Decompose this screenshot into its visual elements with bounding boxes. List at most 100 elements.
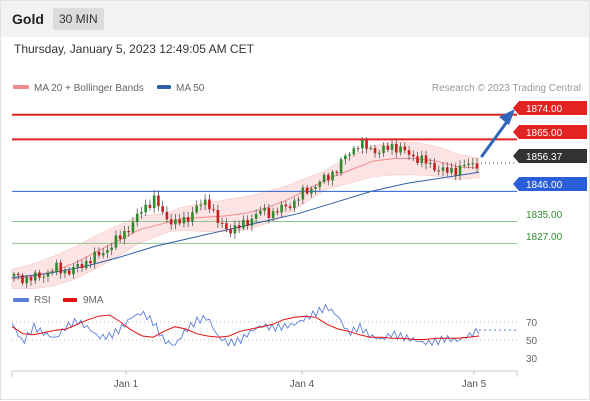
candle-body (327, 174, 330, 181)
candle-body (33, 272, 37, 281)
candle-body (229, 229, 232, 234)
candle-body (50, 271, 54, 273)
timeframe-badge[interactable]: 30 MIN (53, 8, 104, 30)
level-r1-text: 1865.00 (526, 128, 563, 139)
candle-body (93, 251, 97, 264)
ma20-line (11, 158, 480, 280)
candle-body (101, 252, 105, 256)
candle-body (97, 251, 101, 256)
level-label-r1: 1865.00 (513, 125, 587, 139)
rsi-tick-70: 70 (526, 318, 538, 329)
candle-body (131, 222, 135, 233)
candle-body (157, 195, 160, 207)
candle-body (450, 167, 453, 173)
copyright-label: Research © 2023 Trading Central (432, 83, 581, 94)
candle-body (242, 219, 245, 229)
level-r2-text: 1874.00 (526, 104, 563, 115)
candle-body (403, 146, 407, 151)
candle-body (80, 263, 84, 268)
candle-body (348, 154, 351, 156)
candle-body (263, 207, 266, 211)
rsi-panel (11, 303, 517, 347)
candle-body (208, 199, 211, 210)
candle-body (140, 212, 143, 214)
candle-body (110, 247, 113, 251)
candle-body (339, 159, 343, 173)
candle-body (148, 204, 152, 209)
candle-body (454, 167, 458, 176)
candle-body (378, 152, 381, 154)
level-pivot-text: 1846.00 (526, 180, 563, 191)
candle-body (165, 211, 169, 220)
candle-body (276, 211, 279, 213)
ma20-legend-label: MA 20 + Bollinger Bands (34, 83, 144, 94)
candle-body (437, 170, 441, 172)
level-s2-text: 1827.00 (526, 232, 563, 243)
candle-body (135, 213, 139, 223)
candle-body (46, 272, 50, 277)
candle-body (314, 186, 317, 189)
candle-body (280, 204, 283, 213)
candle-body (161, 206, 164, 212)
candle-body (182, 217, 186, 224)
candle-body (416, 156, 419, 163)
candle-body (169, 219, 173, 225)
level-label-current: 1856.37 (513, 149, 587, 163)
rsi-tick-50: 50 (526, 336, 538, 347)
candle-body (59, 262, 63, 274)
candle-body (386, 145, 390, 150)
ma50-legend-swatch (157, 85, 171, 89)
candle-body (369, 148, 373, 150)
x-label-jan4: Jan 4 (290, 379, 315, 390)
candle-body (114, 235, 118, 248)
candle-body (220, 222, 224, 224)
rsi-ma-legend-label: 9MA (83, 295, 104, 306)
level-current-text: 1856.37 (526, 152, 563, 163)
candle-body (76, 263, 80, 267)
candle-body (144, 204, 147, 213)
candle-body (199, 204, 203, 206)
candle-body (212, 209, 215, 211)
candle-body (428, 162, 432, 164)
candle-body (458, 165, 462, 176)
rsi-legend-swatch (13, 298, 29, 302)
candle-body (237, 225, 241, 229)
ma20-legend-swatch (13, 85, 29, 89)
candle-body (12, 273, 16, 277)
candle-body (301, 187, 305, 200)
candle-body (297, 199, 300, 201)
rsi-legend-label: RSI (34, 295, 51, 306)
candle-body (445, 167, 449, 173)
candle-body (352, 148, 356, 155)
ma50-legend-label: MA 50 (176, 83, 205, 94)
candle-body (250, 218, 254, 226)
candle-body (21, 275, 24, 284)
candle-body (471, 163, 475, 165)
candle-body (203, 199, 207, 205)
candle-body (318, 181, 322, 187)
candle-body (178, 219, 181, 224)
candle-body (63, 270, 67, 274)
candle-body (233, 225, 237, 234)
candle-body (84, 260, 88, 268)
candle-body (373, 148, 377, 154)
candle-body (310, 188, 313, 194)
candle-body (399, 146, 402, 153)
candle-body (407, 150, 411, 155)
moving-averages (11, 158, 480, 280)
candle-body (127, 231, 130, 233)
up-arrow-icon (480, 109, 515, 158)
candle-body (118, 235, 122, 240)
x-label-jan5: Jan 5 (462, 379, 487, 390)
candle-body (424, 155, 428, 164)
x-label-jan1: Jan 1 (114, 379, 139, 390)
candle-body (322, 174, 326, 182)
chart-header: Gold 30 MIN (1, 1, 589, 37)
candle-body (344, 155, 347, 160)
bollinger-band (11, 141, 480, 289)
candle-body (365, 139, 368, 149)
candlesticks (12, 136, 479, 289)
rsi-tick-30: 30 (526, 354, 538, 365)
